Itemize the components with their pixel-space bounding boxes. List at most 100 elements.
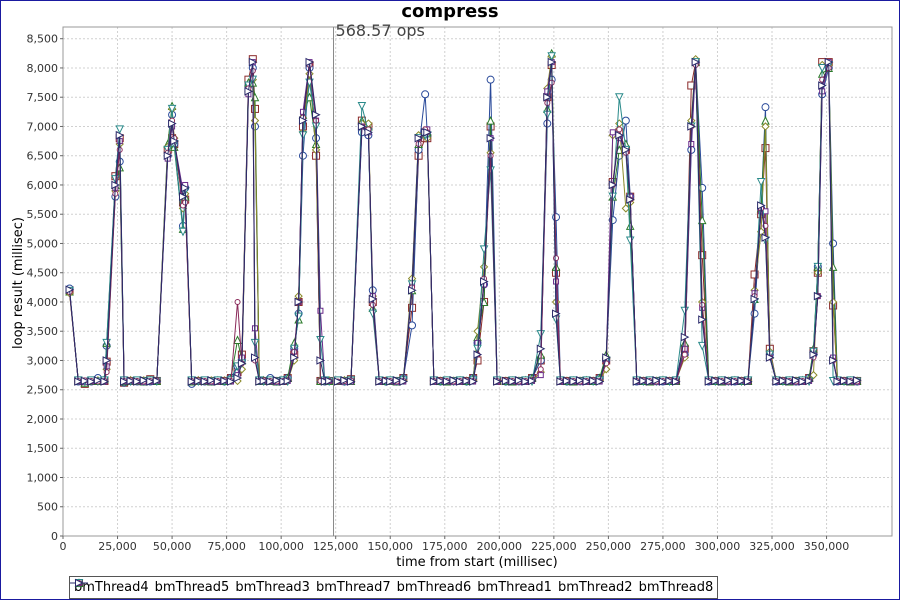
data-point (704, 377, 714, 386)
data-point (691, 57, 701, 67)
y-tick: 5,500 (27, 208, 63, 221)
data-point (589, 376, 598, 386)
x-tick-label: 50,000 (153, 540, 192, 553)
data-point (750, 309, 759, 318)
data-point (501, 376, 511, 386)
series-line (69, 56, 858, 383)
data-point (536, 344, 546, 354)
data-point (429, 377, 439, 386)
data-point (652, 376, 662, 385)
data-point (462, 376, 472, 386)
x-tick: 150,000 (367, 536, 413, 553)
y-tick: 6,500 (27, 150, 63, 163)
data-point (828, 297, 838, 307)
data-point (317, 307, 324, 314)
x-tick: 125,000 (313, 536, 358, 553)
y-tick-label: 3,500 (27, 325, 59, 338)
x-tick-label: 350,000 (804, 540, 850, 553)
data-point (279, 377, 288, 386)
data-point (614, 93, 624, 102)
data-point (168, 119, 177, 128)
data-point (665, 376, 675, 386)
y-tick: 6,000 (27, 179, 63, 192)
data-point (163, 151, 173, 161)
data-point (846, 377, 856, 386)
data-point (658, 377, 668, 386)
y-tick-label: 7,000 (27, 120, 59, 133)
y-tick-label: 2,500 (27, 384, 59, 397)
data-point (87, 377, 96, 386)
y-tick-label: 7,500 (27, 91, 59, 104)
y-tick-label: 8,000 (27, 62, 59, 75)
y-tick: 2,500 (27, 384, 63, 397)
data-point (809, 350, 819, 359)
legend-label: bmThread5 (154, 580, 230, 595)
data-point (473, 350, 483, 359)
data-point (325, 376, 334, 386)
x-tick-label: 100,000 (258, 540, 304, 553)
data-point (456, 377, 465, 386)
data-point (818, 81, 827, 90)
data-point (357, 122, 367, 131)
data-point (547, 57, 557, 67)
x-tick-label: 275,000 (640, 540, 686, 553)
data-point (698, 183, 707, 192)
data-point (761, 233, 771, 242)
data-point (272, 376, 282, 385)
data-point (167, 104, 177, 114)
data-point (368, 294, 378, 304)
y-tick: 0 (51, 530, 63, 543)
series-bmThread5 (65, 58, 862, 388)
legend-label: bmThread4 (74, 580, 149, 595)
series-line (69, 53, 858, 384)
data-point (423, 128, 432, 137)
data-point (305, 69, 314, 79)
data-point (817, 63, 827, 73)
data-point (680, 306, 690, 316)
data-point (552, 213, 561, 222)
x-tick: 300,000 (695, 536, 740, 553)
data-point (170, 136, 179, 146)
data-point (697, 341, 707, 351)
data-point (639, 376, 648, 386)
x-tick-label: 150,000 (367, 540, 413, 553)
data-point (408, 321, 417, 330)
data-point (615, 130, 624, 140)
legend-label: bmThread2 (557, 580, 633, 595)
data-point (139, 376, 149, 385)
data-point (80, 376, 90, 386)
y-tick: 8,000 (27, 62, 63, 75)
data-point (829, 356, 838, 365)
data-point (346, 377, 356, 386)
data-point (792, 376, 801, 385)
data-point (595, 377, 605, 386)
data-point (93, 376, 103, 385)
data-point (480, 277, 489, 286)
series-line (69, 61, 858, 383)
legend-item: bmThread5 (70, 579, 230, 595)
data-point (469, 377, 478, 386)
data-point (233, 373, 243, 383)
x-tick-label: 75,000 (207, 540, 246, 553)
data-point (543, 92, 552, 102)
legend-label: bmThread8 (638, 580, 714, 595)
data-point (562, 376, 572, 386)
data-point (473, 344, 482, 354)
data-point (805, 376, 814, 386)
data-point (626, 195, 635, 204)
legend-item: bmThread3 (70, 578, 310, 595)
data-point (408, 303, 417, 312)
data-point (778, 376, 788, 386)
data-point (333, 377, 343, 386)
data-point (248, 57, 258, 67)
data-point (436, 376, 446, 386)
data-point (833, 377, 843, 386)
data-point (698, 315, 707, 324)
x-tick: 200,000 (477, 536, 522, 553)
data-point (737, 376, 747, 386)
series-line (69, 64, 858, 383)
x-tick-label: 225,000 (531, 540, 577, 553)
data-point (207, 376, 216, 385)
data-point (687, 122, 696, 131)
data-point (312, 110, 321, 120)
